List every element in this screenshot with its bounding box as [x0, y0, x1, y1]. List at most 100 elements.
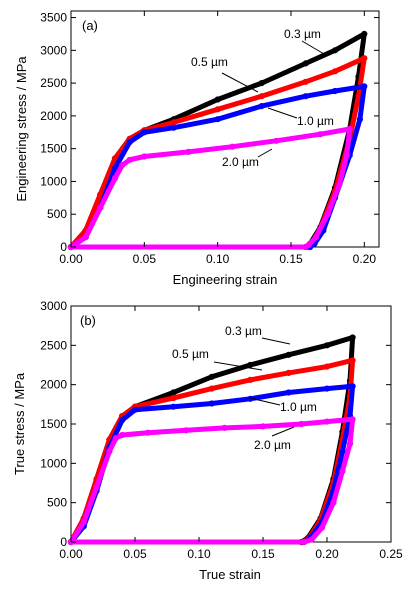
x-tick-label: 0.15 — [251, 547, 275, 561]
series-point-0-5-m — [331, 68, 339, 75]
series-point-2-0-m — [300, 538, 308, 546]
series-label-1.0um: 1.0 µm — [280, 400, 317, 414]
series-label-2.0um: 2.0 µm — [222, 155, 259, 169]
series-point-0-3-m — [285, 351, 292, 358]
series-point-2-0-m — [273, 137, 280, 144]
series-point-2-0-m — [80, 519, 87, 526]
series-point-2-0-m — [317, 131, 324, 138]
series-layer — [67, 30, 368, 251]
series-point-1-0-m — [119, 417, 126, 424]
series-point-1-0-m — [111, 165, 119, 172]
series-layer — [67, 334, 356, 546]
y-tick-label: 3000 — [40, 299, 67, 313]
series-point-0-3-m — [214, 96, 221, 103]
series-arrow-0.5um — [221, 72, 259, 93]
series-line-0-5-m — [68, 55, 367, 250]
series-line-2-0-m — [68, 126, 353, 250]
series-point-0-5-m — [285, 369, 292, 376]
series-label-0.3um: 0.3 µm — [225, 324, 262, 338]
x-tick-label: 0.05 — [123, 547, 147, 561]
series-point-0-3-m — [331, 47, 339, 54]
y-tick-label: 0 — [60, 535, 67, 549]
panel-b: 0.00 0.05 0.10 0.15 0.20 0.25 0 500 1000 1500 2000… — [12, 299, 403, 582]
series-point-2-0-m — [302, 243, 309, 251]
series-arrow-2.0um — [257, 148, 273, 158]
series-point-0-3-m — [258, 80, 265, 87]
series-point-2-0-m — [221, 424, 228, 431]
series-point-0-5-m — [214, 106, 221, 113]
series-point-2-0-m — [97, 204, 104, 211]
series-arrow-0.3um — [301, 40, 325, 55]
x-tick-label: 0.10 — [206, 252, 230, 266]
series-point-2-0-m — [298, 420, 305, 428]
x-tick-label: 0.00 — [59, 252, 83, 266]
series-point-2-0-m — [330, 499, 337, 506]
y-tick-label: 500 — [47, 496, 67, 510]
series-point-2-0-m — [324, 211, 331, 218]
series-point-1-0-m — [339, 448, 346, 455]
series-point-2-0-m — [346, 125, 353, 133]
series-label-0.5um: 0.5 µm — [191, 55, 228, 69]
series-point-0-5-m — [302, 78, 309, 85]
series-point-0-3-m — [349, 334, 356, 341]
series-point-2-0-m — [185, 148, 192, 155]
tick-layer: 0.00 0.05 0.10 0.15 0.20 0 500 1000 1500 2000 2500… — [40, 11, 379, 266]
plot-frame — [70, 10, 380, 248]
series-point-2-0-m — [336, 181, 343, 188]
series-point-2-0-m — [111, 175, 119, 182]
series-point-2-0-m — [106, 448, 113, 455]
x-tick-label: 0.10 — [187, 547, 211, 561]
series-arrow-0.3um — [261, 337, 291, 345]
series-point-2-0-m — [349, 416, 356, 423]
series-label-1.0um: 1.0 µm — [297, 114, 334, 128]
x-tick-label: 0.00 — [59, 547, 83, 561]
y-tick-label: 0 — [60, 240, 67, 254]
series-point-1-0-m — [302, 93, 309, 100]
series-point-1-0-m — [323, 385, 331, 392]
series-point-2-0-m — [82, 234, 89, 241]
series-point-2-0-m — [318, 524, 325, 531]
y-tick-label: 2000 — [40, 109, 67, 123]
tick-layer: 0.00 0.05 0.10 0.15 0.20 0.25 0 500 1000 1500 2000… — [40, 299, 403, 561]
series-point-2-0-m — [339, 468, 346, 475]
series-point-1-0-m — [131, 406, 139, 413]
y-tick-label: 500 — [47, 207, 67, 221]
series-point-2-0-m — [112, 435, 119, 442]
x-tick-label: 0.15 — [279, 252, 303, 266]
series-point-0-3-m — [302, 60, 309, 67]
series-point-2-0-m — [308, 536, 315, 543]
series-point-1-0-m — [258, 103, 265, 110]
series-point-2-0-m — [323, 418, 331, 425]
series-point-2-0-m — [119, 162, 126, 169]
y-tick-label: 1500 — [40, 417, 67, 431]
series-point-1-0-m — [141, 129, 148, 136]
series-point-2-0-m — [126, 156, 133, 163]
series-point-0-3-m — [361, 30, 368, 38]
x-tick-label: 0.20 — [353, 252, 377, 266]
y-axis-label: True stress / MPa — [12, 372, 27, 475]
series-label-0.3um: 0.3 µm — [284, 27, 321, 41]
series-point-0-5-m — [170, 394, 177, 402]
x-tick-label: 0.05 — [133, 252, 157, 266]
series-point-2-0-m — [141, 153, 148, 160]
series-arrow-0.5um — [213, 361, 263, 371]
series-point-0-5-m — [361, 55, 368, 62]
series-point-2-0-m — [259, 423, 267, 430]
series-point-0-5-m — [323, 363, 331, 370]
series-point-0-5-m — [349, 357, 356, 364]
series-point-1-0-m — [170, 403, 177, 410]
series-point-1-0-m — [349, 383, 356, 390]
x-tick-label: 0.25 — [379, 547, 403, 561]
series-point-0-3-m — [323, 342, 331, 349]
series-point-1-0-m — [285, 389, 292, 396]
series-point-0-3-m — [208, 373, 215, 380]
series-point-2-0-m — [93, 483, 100, 490]
series-point-1-0-m — [126, 139, 133, 146]
series-arrow-1.0um — [267, 107, 298, 119]
series-point-1-0-m — [361, 83, 368, 90]
y-tick-label: 1000 — [40, 456, 67, 470]
panel-label: (b) — [80, 313, 96, 328]
y-tick-label: 2000 — [40, 378, 67, 392]
series-point-2-0-m — [229, 143, 236, 150]
series-point-2-0-m — [343, 152, 350, 159]
